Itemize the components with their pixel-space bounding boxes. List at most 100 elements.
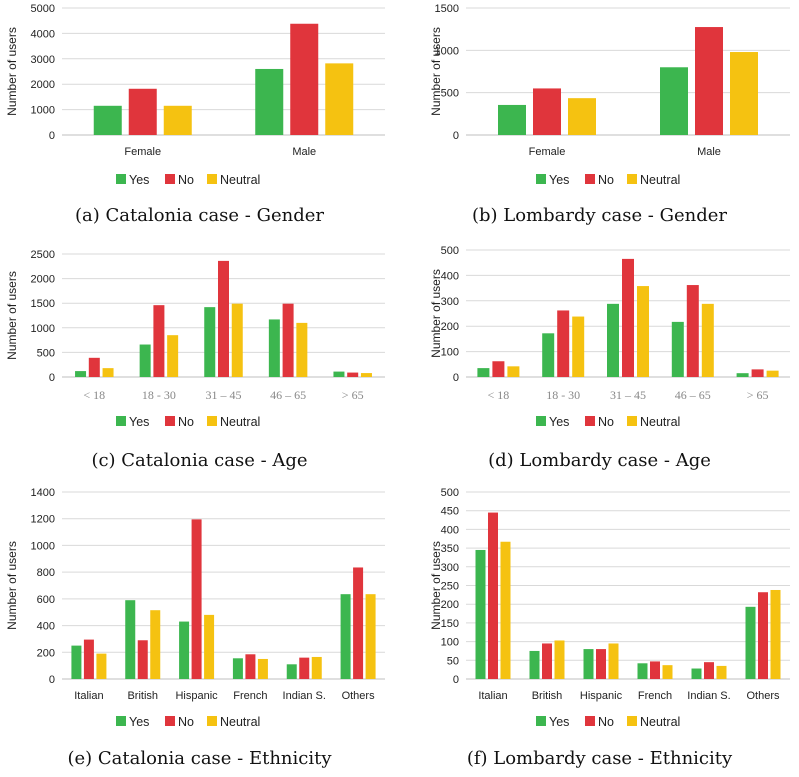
bar-neutral	[96, 653, 107, 679]
bar-no	[695, 27, 723, 135]
y-tick-label: 300	[441, 562, 459, 574]
caption-catalonia-ethnicity: (e) Catalonia case - Ethnicity	[67, 748, 332, 769]
y-tick-label: 200	[441, 599, 459, 611]
y-tick-label: 1200	[31, 514, 55, 526]
y-axis-label: Number of users	[5, 271, 19, 360]
bar-yes	[529, 650, 540, 679]
bar-no	[353, 567, 364, 679]
bar-no	[83, 639, 94, 679]
legend-swatch-yes	[536, 416, 546, 426]
legend-swatch-neutral	[627, 416, 637, 426]
y-tick-label: 300	[441, 296, 459, 308]
bar-yes	[179, 621, 190, 679]
y-tick-label: 5000	[31, 3, 55, 15]
chart-lombardy-ethnicity: 0 50 100 150 200 250 300 350 400 450 500 Number of …	[400, 482, 799, 742]
x-tick-label: Female	[529, 146, 566, 158]
bar-no	[88, 357, 100, 377]
bar-no	[153, 305, 165, 377]
bar-no	[758, 592, 768, 679]
y-tick-label: 0	[453, 372, 459, 384]
y-tick-label: 2500	[31, 249, 55, 261]
legend-swatch-neutral	[207, 716, 217, 726]
bar-yes	[268, 319, 280, 377]
x-tick-label: Italian	[478, 690, 507, 702]
legend-label-yes: Yes	[549, 715, 569, 729]
bar-neutral	[231, 303, 243, 377]
legend-label-neutral: Neutral	[640, 415, 680, 429]
y-tick-label: 450	[441, 506, 459, 518]
y-tick-label: 800	[37, 567, 55, 579]
bar-no	[137, 640, 148, 679]
bar-neutral	[730, 52, 758, 135]
bar-neutral	[296, 322, 308, 377]
x-tick-label: 18 - 30	[142, 388, 176, 402]
legend-swatch-no	[165, 174, 175, 184]
bar-yes	[691, 668, 702, 679]
y-tick-label: 2000	[31, 79, 55, 91]
bar-neutral	[150, 610, 161, 679]
bar-no	[191, 519, 202, 679]
y-tick-label: 1400	[31, 487, 55, 499]
x-tick-label: 46 – 65	[270, 388, 306, 402]
x-tick-label: British	[532, 690, 563, 702]
y-tick-label: 100	[441, 347, 459, 359]
legend-swatch-neutral	[627, 716, 637, 726]
bar-yes	[93, 105, 122, 135]
bar-no	[596, 649, 606, 679]
x-tick-label: Hispanic	[175, 690, 218, 702]
bar-yes	[232, 658, 243, 679]
bar-no	[290, 23, 319, 135]
y-tick-label: 4000	[31, 28, 55, 40]
y-tick-label: 0	[453, 674, 459, 686]
legend-label-yes: Yes	[129, 173, 149, 187]
chart-svg-catalonia-ethnicity: 0 200 400 600 800 1000 1200 1400 Number of users…	[5, 487, 385, 729]
bar-no	[686, 285, 699, 377]
bar-yes	[139, 344, 151, 377]
legend-swatch-no	[585, 174, 595, 184]
y-tick-label: 1000	[435, 45, 459, 57]
chart-svg-catalonia-gender: 0 1000 2000 3000 4000 5000 Number of users Fema…	[5, 3, 385, 187]
bar-yes	[75, 371, 87, 377]
chart-svg-catalonia-age: 0 500 1000 1500 2000 2500 Number of users < 18 1…	[5, 249, 385, 429]
chart-svg-lombardy-gender: 0 500 1000 1500 Number of users Female Male Yes…	[429, 3, 790, 187]
bar-no	[347, 372, 359, 377]
caption-catalonia-age: (c) Catalonia case - Age	[91, 450, 308, 471]
y-tick-label: 500	[441, 487, 459, 499]
chart-lombardy-gender: 0 500 1000 1500 Number of users Female Male Yes…	[400, 0, 799, 200]
y-tick-label: 200	[441, 321, 459, 333]
bar-neutral	[360, 373, 372, 377]
y-tick-label: 400	[441, 524, 459, 536]
caption-lombardy-gender: (b) Lombardy case - Gender	[471, 205, 728, 226]
y-tick-label: 400	[441, 270, 459, 282]
legend-label-no: No	[178, 715, 194, 729]
bar-no	[245, 654, 256, 679]
x-tick-label: > 65	[747, 388, 769, 402]
bar-neutral	[572, 316, 585, 377]
y-tick-label: 2000	[31, 274, 55, 286]
y-axis-label: Number of users	[5, 541, 19, 630]
legend-swatch-yes	[536, 174, 546, 184]
y-tick-label: 1000	[31, 105, 55, 117]
bar-neutral	[204, 614, 215, 679]
y-tick-label: 600	[37, 594, 55, 606]
bar-no	[492, 361, 505, 377]
x-tick-label: Others	[342, 690, 376, 702]
bar-yes	[340, 594, 351, 679]
legend-label-no: No	[598, 715, 614, 729]
chart-svg-lombardy-age: 0 100 200 300 400 500 Number of users < 18 18 - …	[429, 245, 790, 429]
bar-neutral	[766, 370, 779, 377]
y-tick-label: 500	[441, 245, 459, 257]
legend-label-no: No	[178, 173, 194, 187]
bar-no	[299, 657, 310, 679]
x-tick-label: Indian S.	[687, 690, 730, 702]
bar-neutral	[163, 105, 192, 135]
bar-yes	[204, 307, 216, 377]
bar-yes	[475, 549, 486, 679]
bar-no	[622, 258, 634, 377]
bar-neutral	[701, 303, 714, 377]
y-tick-label: 1500	[31, 298, 55, 310]
y-tick-label: 1000	[31, 540, 55, 552]
y-tick-label: 200	[37, 647, 55, 659]
bar-no	[488, 512, 498, 679]
x-tick-label: French	[233, 690, 267, 702]
